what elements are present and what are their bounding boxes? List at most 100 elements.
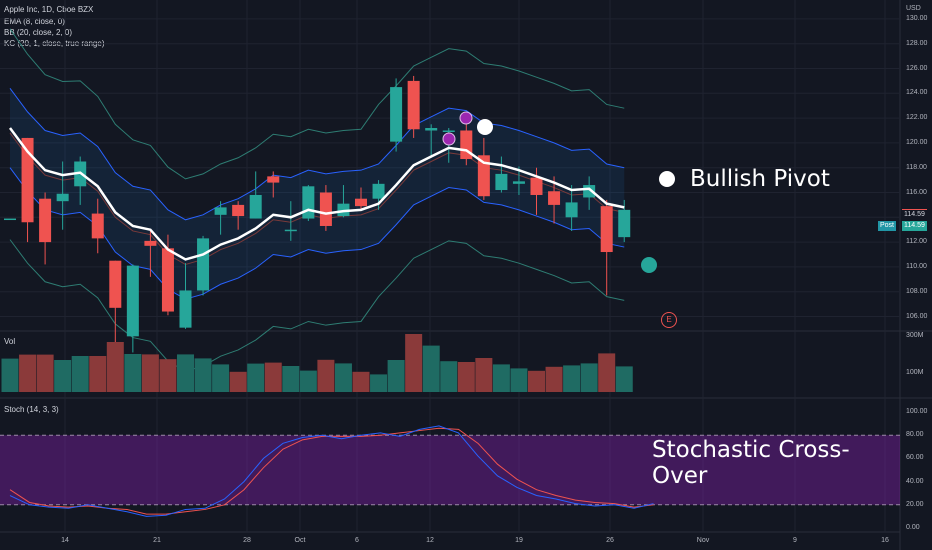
volume-bar <box>422 345 440 392</box>
last-price-tag: 114.59 <box>902 209 927 220</box>
post-label: Post <box>878 221 897 231</box>
bullish-pivot-label: Bullish Pivot <box>690 166 830 192</box>
bullish-pivot-dot <box>659 171 675 187</box>
volume-bar <box>177 354 194 392</box>
candle-body <box>109 260 122 308</box>
volume-bar <box>19 354 37 392</box>
time-tick: 19 <box>515 537 523 544</box>
volume-bar <box>54 360 72 392</box>
stoch-tick: 100.00 <box>906 408 928 415</box>
candle-body <box>390 87 403 142</box>
stoch-tick: 0.00 <box>906 524 920 531</box>
bollinger-lower-band <box>9 239 625 372</box>
volume-bar <box>405 334 423 392</box>
stoch-overbought-oversold-band <box>0 435 900 505</box>
candle-body <box>372 183 385 199</box>
time-tick: 16 <box>881 537 889 544</box>
earnings-marker[interactable]: E <box>661 312 677 328</box>
volume-bar <box>334 363 352 392</box>
candle-body <box>144 240 157 246</box>
volume-bar <box>370 374 388 392</box>
volume-bar <box>212 364 230 392</box>
price-tick: 120.00 <box>906 138 928 146</box>
candle-body <box>495 173 508 191</box>
bb-legend[interactable]: BB (20, close, 2, 0) <box>4 28 73 37</box>
volume-bar <box>36 354 54 392</box>
volume-bar <box>580 363 598 392</box>
volume-bar <box>229 371 247 392</box>
signal-marker-purple <box>459 111 473 125</box>
candle-body <box>39 198 52 243</box>
volume-tick-100m: 100M <box>906 369 924 376</box>
volume-bar <box>71 356 89 392</box>
candle-body <box>91 213 104 239</box>
candle-body <box>56 193 69 202</box>
stoch-tick: 80.00 <box>906 431 924 439</box>
volume-bar <box>528 370 545 392</box>
currency-label: USD <box>906 5 921 12</box>
volume-bar <box>352 371 370 392</box>
volume-bar <box>563 365 581 392</box>
candle-body <box>442 130 455 132</box>
candle-body <box>232 204 245 217</box>
time-tick: 6 <box>355 537 359 544</box>
volume-bar <box>194 358 212 392</box>
price-tick: 112.00 <box>906 238 927 246</box>
volume-bar <box>282 366 300 392</box>
candle-body <box>407 80 420 130</box>
ema-line <box>8 127 625 261</box>
candle-body <box>126 265 139 337</box>
volume-bar <box>615 366 633 392</box>
pivot-marker-teal <box>641 257 657 273</box>
stoch-tick: 20.00 <box>906 500 924 508</box>
ema-legend[interactable]: EMA (8, close, 0) <box>4 17 65 26</box>
candle-body <box>161 248 174 312</box>
symbol-legend[interactable]: Apple Inc, 1D, Cboe BZX <box>4 5 94 14</box>
price-tick: 126.00 <box>906 64 928 72</box>
price-tick: 110.00 <box>906 262 927 270</box>
volume-bar <box>317 359 335 392</box>
stoch-d-line <box>9 427 654 515</box>
price-tick: 108.00 <box>906 287 928 295</box>
time-tick: 9 <box>793 537 797 544</box>
volume-bar <box>545 366 563 392</box>
candle-body <box>302 186 315 219</box>
volume-bar <box>510 368 528 392</box>
time-tick: 12 <box>426 537 434 544</box>
volume-bar <box>598 353 616 392</box>
candle-body <box>197 238 210 291</box>
volume-bar <box>141 354 159 392</box>
time-tick: 28 <box>243 537 251 544</box>
volume-bar <box>440 361 458 392</box>
candle-body <box>425 128 438 131</box>
price-tick: 124.00 <box>906 89 928 97</box>
candle-body <box>530 177 543 195</box>
volume-bar <box>299 370 317 392</box>
volume-bar <box>264 362 282 392</box>
candle-body <box>267 176 280 183</box>
time-tick: Oct <box>294 537 306 544</box>
volume-title[interactable]: Vol <box>4 337 16 346</box>
stoch-title[interactable]: Stoch (14, 3, 3) <box>4 405 59 414</box>
candle-body <box>21 137 34 223</box>
volume-bar <box>124 354 142 392</box>
volume-bar <box>89 356 107 392</box>
price-tick: 130.00 <box>906 14 928 22</box>
candle-body <box>600 206 613 253</box>
stoch-tick: 40.00 <box>906 477 924 485</box>
volume-tick-300m: 300M <box>906 332 924 339</box>
candle-body <box>548 191 561 205</box>
candle-body <box>284 229 297 232</box>
candle-body <box>249 194 262 219</box>
candle-body <box>214 207 227 215</box>
price-tick: 116.00 <box>906 188 927 196</box>
volume-bar <box>387 360 405 392</box>
volume-bar <box>247 363 265 392</box>
time-tick: Nov <box>696 537 710 544</box>
candle-body <box>618 209 631 238</box>
keltner-upper-band <box>9 88 625 221</box>
candle-body <box>477 155 490 197</box>
time-tick: 21 <box>153 537 161 544</box>
time-tick: 14 <box>61 537 69 544</box>
